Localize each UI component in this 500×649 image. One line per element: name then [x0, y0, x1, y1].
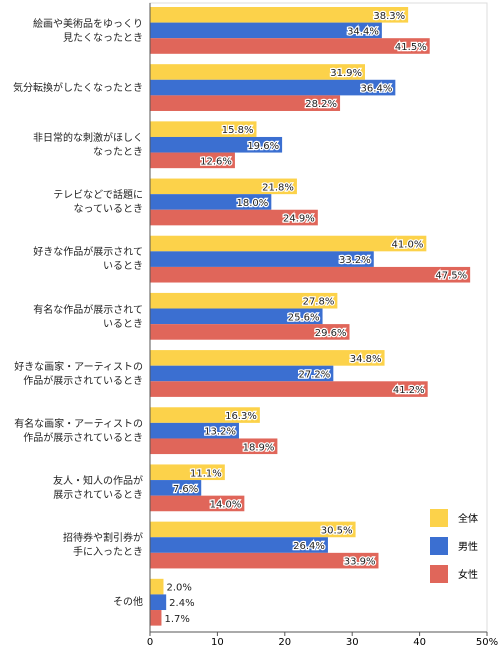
category-label: その他 — [113, 597, 143, 609]
bar — [150, 324, 350, 340]
bar — [150, 194, 272, 210]
value-label: 27.2% — [299, 369, 331, 380]
bar — [150, 308, 323, 325]
value-label: 30.5% — [321, 525, 353, 536]
value-label: 25.6% — [288, 312, 320, 323]
category-label: 招待券や割引券が 手に入ったとき — [63, 533, 143, 559]
bar — [150, 350, 385, 366]
value-label: 15.8% — [222, 125, 254, 136]
value-label: 21.8% — [262, 182, 294, 193]
value-label: 12.6% — [200, 156, 232, 167]
x-tick-label: 20 — [278, 637, 291, 648]
x-tick-label: 0 — [147, 637, 153, 648]
value-label: 41.0% — [392, 240, 424, 251]
bar — [150, 521, 356, 538]
bar — [150, 251, 374, 267]
bar — [150, 152, 235, 169]
value-label: 7.6% — [173, 484, 198, 495]
legend-swatch — [430, 537, 448, 555]
bar — [150, 610, 162, 626]
value-label: 19.6% — [247, 141, 279, 152]
value-label: 36.4% — [361, 84, 393, 95]
legend-swatch — [430, 565, 448, 583]
x-tick-label: 30 — [346, 637, 359, 648]
value-label: 13.2% — [204, 427, 236, 438]
value-label: 27.8% — [303, 297, 335, 308]
value-label: 29.6% — [315, 328, 347, 339]
category-label: 絵画や美術品をゆっくり 見たくなったとき — [33, 18, 143, 44]
value-label: 16.3% — [225, 411, 257, 422]
bar — [150, 7, 409, 23]
bar — [150, 495, 245, 512]
value-label: 47.5% — [435, 271, 467, 282]
value-label: 31.9% — [330, 68, 362, 79]
bar — [150, 95, 341, 111]
value-label: 33.9% — [344, 557, 376, 568]
value-label: 11.1% — [190, 468, 222, 479]
value-label: 24.9% — [283, 214, 315, 225]
bar — [150, 292, 338, 309]
value-label: 34.4% — [347, 26, 379, 37]
x-tick-label: 50% — [476, 637, 498, 648]
bar — [150, 480, 202, 496]
bar — [150, 64, 366, 80]
value-label: 33.2% — [339, 255, 371, 266]
value-label: 18.0% — [237, 198, 269, 209]
value-label: 41.5% — [395, 42, 427, 53]
bar — [150, 422, 239, 439]
bar — [150, 79, 396, 96]
category-label: 有名な画家・アーティストの 作品が展示されているとき — [14, 418, 143, 444]
bar — [150, 209, 318, 226]
bar — [150, 578, 164, 595]
category-label: 有名な作品が展示されて いるとき — [33, 304, 143, 330]
value-label: 26.4% — [293, 541, 325, 552]
bar — [150, 381, 428, 397]
bar — [150, 537, 328, 553]
bar — [150, 22, 382, 39]
bar — [150, 38, 430, 54]
category-label: テレビなどで話題に なっているとき — [53, 190, 143, 216]
legend-label: 男性 — [458, 540, 478, 553]
value-label: 18.9% — [243, 442, 275, 453]
value-label: 41.2% — [393, 385, 425, 396]
category-label: 友人・知人の作品が 展示されているとき — [53, 476, 143, 502]
category-label: 気分転換がしたくなったとき — [13, 82, 143, 94]
bar — [150, 594, 167, 611]
bar — [150, 136, 283, 153]
bar — [150, 407, 260, 423]
value-label: 38.3% — [373, 11, 405, 22]
legend-swatch — [430, 509, 448, 527]
value-label: 14.0% — [210, 499, 242, 510]
category-label: 好きな画家・アーティストの 作品が展示されているとき — [14, 361, 143, 387]
bar — [150, 178, 297, 195]
legend-label: 女性 — [458, 568, 478, 581]
bar — [150, 266, 471, 283]
value-label: 1.7% — [164, 614, 189, 625]
bar — [150, 438, 278, 455]
category-label: 非日常的な刺激がほしく なったとき — [33, 132, 143, 158]
value-label: 2.0% — [166, 583, 191, 594]
value-label: 2.4% — [169, 598, 194, 609]
x-tick-label: 40 — [413, 637, 426, 648]
legend-label: 全体 — [458, 512, 478, 525]
value-label: 34.8% — [350, 354, 382, 365]
bar — [150, 552, 379, 569]
bar — [150, 365, 334, 382]
value-label: 28.2% — [305, 99, 337, 110]
bar — [150, 121, 257, 137]
x-tick-label: 10 — [211, 637, 224, 648]
bar — [150, 464, 225, 481]
bar — [150, 235, 427, 252]
category-label: 好きな作品が展示されて いるとき — [33, 247, 143, 273]
